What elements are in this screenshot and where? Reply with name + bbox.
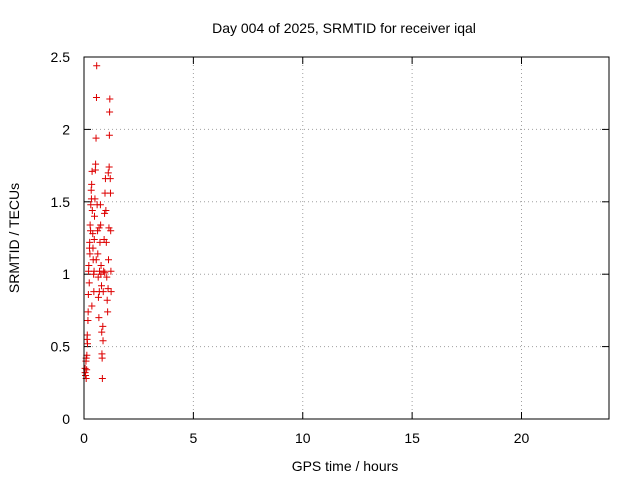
data-point xyxy=(97,221,105,229)
data-point xyxy=(85,262,93,270)
data-point xyxy=(88,167,96,175)
data-point xyxy=(96,201,104,209)
data-point xyxy=(89,230,97,238)
data-point xyxy=(102,238,110,246)
data-point xyxy=(105,131,113,139)
x-tick-label: 15 xyxy=(404,430,420,446)
data-point xyxy=(95,314,103,322)
data-point xyxy=(94,227,102,235)
data-point xyxy=(99,337,107,345)
y-tick-label: 2 xyxy=(62,121,70,137)
data-point xyxy=(90,267,98,275)
data-point xyxy=(106,108,114,116)
data-point xyxy=(105,163,113,171)
chart-title: Day 004 of 2025, SRMTID for receiver iqa… xyxy=(212,20,476,36)
data-point xyxy=(92,94,100,102)
y-tick-label: 0.5 xyxy=(51,339,71,355)
data-point xyxy=(84,290,92,298)
data-point xyxy=(88,302,96,310)
data-point xyxy=(98,282,105,290)
data-point xyxy=(98,328,106,336)
data-point xyxy=(96,238,104,246)
data-point xyxy=(99,322,107,330)
data-point xyxy=(84,340,91,348)
data-point xyxy=(101,269,109,277)
data-point xyxy=(103,273,111,281)
data-point xyxy=(107,288,115,296)
data-points xyxy=(81,62,115,382)
data-point xyxy=(85,279,93,287)
data-point xyxy=(95,224,103,232)
data-point xyxy=(105,224,113,232)
data-point xyxy=(97,270,105,278)
data-point xyxy=(100,267,108,275)
grid-lines xyxy=(84,57,609,419)
x-tick-label: 0 xyxy=(80,430,88,446)
data-point xyxy=(87,201,95,209)
y-tick-label: 1.5 xyxy=(51,194,71,210)
data-point xyxy=(106,189,114,197)
data-point xyxy=(104,169,112,177)
data-point xyxy=(90,235,98,243)
data-point xyxy=(104,285,112,293)
data-point xyxy=(101,209,109,217)
data-point xyxy=(84,317,92,325)
data-point xyxy=(105,256,112,264)
data-point xyxy=(92,160,100,168)
data-point xyxy=(88,180,96,188)
x-axis-label: GPS time / hours xyxy=(292,458,399,474)
data-point xyxy=(107,227,115,235)
x-tick-label: 10 xyxy=(295,430,311,446)
data-point xyxy=(92,134,100,142)
data-point xyxy=(83,351,91,359)
data-point xyxy=(97,262,105,270)
data-point xyxy=(84,308,92,316)
data-point xyxy=(89,244,97,252)
data-point xyxy=(98,354,106,362)
data-point xyxy=(98,374,106,382)
y-tick-label: 2.5 xyxy=(51,49,71,65)
data-point xyxy=(88,206,96,214)
data-point xyxy=(106,175,114,183)
data-point xyxy=(102,206,110,214)
data-point xyxy=(93,62,101,70)
y-tick-label: 0 xyxy=(62,411,70,427)
x-tick-label: 5 xyxy=(189,430,197,446)
axis-ticks: 0 0.5 1 1.5 2 2.5 0 5 10 15 20 xyxy=(51,49,609,446)
x-tick-label: 20 xyxy=(514,430,530,446)
data-point xyxy=(94,250,102,258)
y-axis-label: SRMTID / TECUs xyxy=(6,183,22,293)
data-point xyxy=(99,288,107,296)
data-point xyxy=(106,95,114,103)
y-tick-label: 1 xyxy=(62,266,70,282)
data-point xyxy=(91,212,98,220)
data-point xyxy=(91,195,99,203)
data-point xyxy=(83,331,91,339)
data-point xyxy=(94,293,102,301)
plot-frame xyxy=(83,56,610,420)
data-point xyxy=(107,267,115,275)
data-point xyxy=(86,238,94,246)
data-point xyxy=(92,256,100,264)
data-point xyxy=(82,372,90,380)
data-point xyxy=(86,250,94,258)
data-point xyxy=(103,296,111,304)
data-point xyxy=(104,308,112,316)
